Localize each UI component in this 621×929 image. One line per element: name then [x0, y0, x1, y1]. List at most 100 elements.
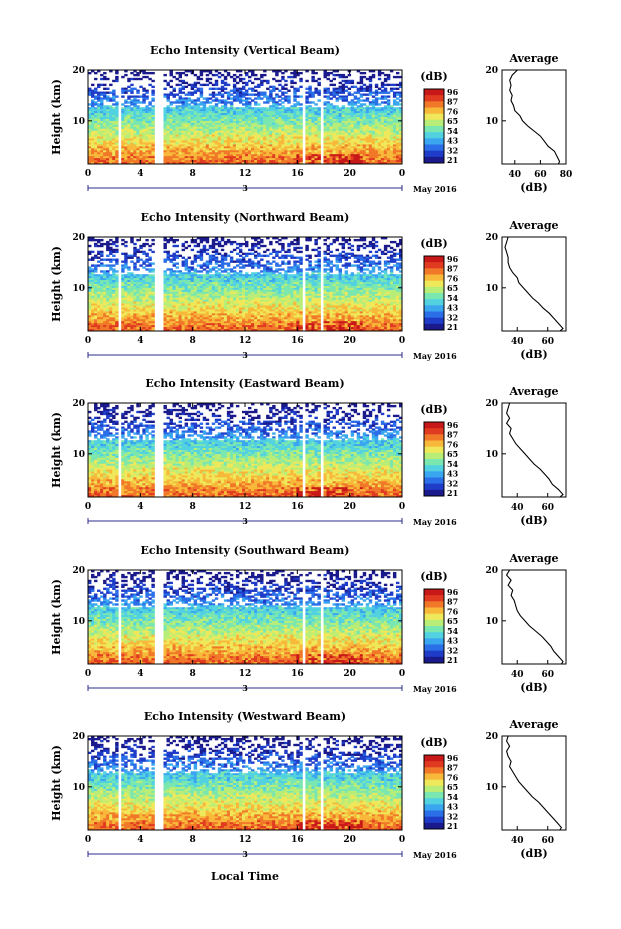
heatmap-cell — [226, 276, 231, 279]
heatmap-cell — [290, 254, 294, 257]
heatmap-cell — [151, 132, 155, 136]
heatmap-cell — [106, 87, 110, 90]
heatmap-cell — [323, 126, 327, 130]
heatmap-cell — [371, 146, 376, 149]
heatmap-cell — [181, 148, 186, 151]
heatmap-cell — [293, 128, 297, 132]
heatmap-cell — [356, 156, 361, 159]
heatmap-cell — [136, 124, 140, 128]
heatmap-cell — [368, 264, 373, 267]
panel-2: Echo Intensity (Northward Beam)0 4 8 12 16 20… — [50, 211, 567, 361]
heatmap-cell — [260, 138, 264, 141]
heatmap-cell — [374, 91, 379, 94]
heatmap-cell — [335, 238, 339, 242]
heatmap-cell — [251, 81, 255, 85]
heatmap-cell — [214, 126, 219, 130]
heatmap-cell — [278, 83, 282, 87]
heatmap-cell — [329, 162, 333, 165]
avg-x-tick-label: 40 — [509, 170, 522, 180]
heatmap-cell — [398, 248, 403, 252]
heatmap-cell — [232, 274, 237, 277]
heatmap-cell — [365, 115, 370, 118]
heatmap-cell — [223, 103, 228, 106]
heatmap-cell — [347, 150, 352, 153]
heatmap-cell — [293, 118, 297, 122]
heatmap-cell — [148, 262, 152, 265]
heatmap-cell — [257, 266, 261, 269]
heatmap-cell — [281, 75, 285, 79]
heatmap-cell — [272, 87, 276, 90]
heatmap-cell — [341, 113, 346, 116]
heatmap-cell — [389, 124, 394, 128]
heatmap-cell — [130, 148, 134, 151]
heatmap-cell — [299, 154, 303, 157]
heatmap-cell — [389, 158, 394, 161]
heatmap-cell — [124, 266, 128, 269]
heatmap-cell — [214, 142, 219, 145]
heatmap-cell — [344, 85, 349, 89]
heatmap-cell — [293, 70, 297, 73]
heatmap-cell — [187, 144, 192, 147]
heatmap-cell — [362, 276, 367, 279]
heatmap-cell — [308, 130, 312, 134]
heatmap-cell — [287, 268, 291, 271]
heatmap-cell — [344, 238, 349, 242]
heatmap-cell — [383, 156, 388, 159]
heatmap-cell — [130, 238, 134, 242]
heatmap-cell — [362, 160, 367, 163]
heatmap-cell — [299, 250, 303, 254]
heatmap-cell — [314, 144, 318, 147]
heatmap-cell — [217, 142, 222, 145]
heatmap-cell — [196, 115, 201, 118]
heatmap-cell — [299, 150, 303, 153]
heatmap-cell — [359, 93, 364, 96]
heatmap-cell — [193, 109, 198, 112]
heatmap-cell — [311, 132, 315, 136]
heatmap-cell — [290, 160, 294, 163]
heatmap-cell — [290, 142, 294, 145]
heatmap-cell — [251, 130, 255, 134]
heatmap-cell — [350, 105, 355, 108]
heatmap-cell — [145, 274, 149, 277]
heatmap-cell — [275, 120, 279, 124]
heatmap-cell — [329, 111, 333, 114]
heatmap-cell — [130, 126, 134, 130]
heatmap-cell — [368, 103, 373, 106]
heatmap-cell — [317, 156, 321, 159]
heatmap-cell — [344, 107, 349, 110]
heatmap-cell — [305, 276, 309, 279]
heatmap-cell — [184, 111, 189, 114]
heatmap-cell — [127, 107, 131, 110]
heatmap-cell — [196, 162, 201, 165]
heatmap-cell — [133, 122, 137, 126]
heatmap-cell — [305, 109, 309, 112]
heatmap-cell — [275, 73, 279, 77]
heatmap-cell — [338, 126, 343, 130]
heatmap-cell — [257, 142, 261, 145]
heatmap-cell — [329, 103, 333, 106]
heatmap-cell — [163, 87, 167, 90]
heatmap-cell — [178, 156, 182, 159]
heatmap-cell — [251, 142, 255, 145]
heatmap-cell — [287, 99, 291, 102]
heatmap-cell — [254, 160, 258, 163]
heatmap-cell — [178, 132, 182, 136]
heatmap-cell — [223, 136, 228, 139]
heatmap-cell — [103, 138, 107, 141]
heatmap-cell — [293, 160, 297, 163]
heatmap-cell — [232, 148, 237, 151]
heatmap-cell — [254, 272, 258, 275]
heatmap-cell — [103, 152, 107, 155]
heatmap-cell — [257, 154, 261, 157]
heatmap-cell — [251, 113, 255, 116]
heatmap-cell — [314, 132, 318, 136]
heatmap-cell — [241, 144, 246, 147]
heatmap-cell — [353, 156, 358, 159]
heatmap-cell — [136, 115, 140, 118]
heatmap-cell — [335, 278, 339, 281]
heatmap-cell — [398, 158, 403, 161]
heatmap-cell — [136, 140, 140, 143]
heatmap-cell — [254, 122, 258, 126]
heatmap-cell — [229, 140, 234, 143]
heatmap-cell — [166, 138, 170, 141]
